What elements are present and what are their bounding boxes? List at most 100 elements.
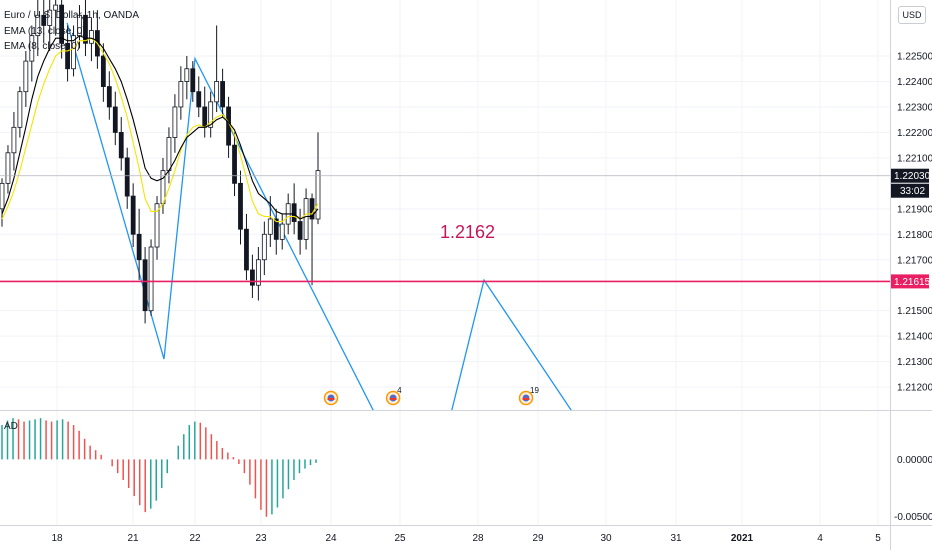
candle-body: [309, 198, 315, 220]
candle-body: [29, 35, 35, 62]
candle-body: [208, 101, 214, 128]
candle-body: [220, 81, 226, 108]
ema8-line: [1, 37, 319, 223]
candle-body: [148, 246, 154, 312]
countdown-value: 33:02: [900, 186, 925, 197]
candle-body: [279, 223, 285, 240]
candle-body: [59, 4, 65, 44]
candle-body: [244, 228, 249, 271]
candle-body: [172, 106, 178, 138]
event-marker: 19: [518, 386, 539, 406]
price-tick: 1.22300: [897, 102, 932, 113]
price-tick: 1.21300: [897, 357, 932, 368]
level-annotation: 1.2162: [440, 222, 495, 242]
candle-body: [303, 198, 309, 240]
candle-body: [232, 144, 237, 184]
ema8-label: EMA (8, close, 0): [4, 41, 81, 52]
time-tick: 4: [817, 533, 823, 544]
candle-body: [0, 182, 5, 210]
candle-body: [273, 218, 279, 240]
candle-body: [267, 218, 273, 235]
event-marker: 4: [385, 386, 402, 406]
time-tick: 29: [532, 533, 544, 544]
time-tick: 22: [189, 533, 201, 544]
candle-body: [118, 132, 124, 159]
candle-body: [291, 203, 297, 222]
currency-button[interactable]: USD: [898, 6, 926, 24]
candle-body: [184, 68, 190, 82]
candle-body: [47, 9, 53, 26]
candle-body: [255, 259, 261, 286]
candle-body: [238, 182, 243, 230]
time-tick: 2021: [731, 533, 754, 544]
time-tick: 21: [127, 533, 139, 544]
zigzag: [66, 22, 572, 410]
level-value: 1.21615: [894, 277, 931, 288]
candle-body: [23, 60, 29, 93]
price-tick: 1.21400: [897, 332, 932, 343]
candle-body: [214, 81, 220, 103]
candle-body: [71, 35, 76, 70]
candle-body: [190, 68, 196, 93]
countdown-tag: [891, 183, 929, 198]
candle-body: [166, 137, 172, 172]
event-marker: [323, 390, 339, 406]
candle-body: [202, 106, 208, 128]
candle-body: [154, 203, 160, 248]
flag-icon-stripe: [389, 398, 397, 400]
candle-body: [261, 233, 267, 261]
candle-body: [5, 152, 11, 184]
candle-body: [136, 233, 142, 261]
candle-body: [100, 55, 106, 87]
price-tick: 1.21500: [897, 306, 932, 317]
candle-body: [130, 195, 136, 235]
time-tick: 24: [325, 533, 337, 544]
ema13-line: [1, 35, 319, 220]
candle-body: [53, 4, 59, 11]
price-tick: 1.21900: [897, 204, 932, 215]
candle-body: [297, 221, 303, 240]
emas: [1, 35, 319, 223]
time-tick: 5: [875, 533, 881, 544]
event-markers: 4 19: [323, 386, 539, 406]
candle-body: [178, 81, 184, 108]
time-tick: 30: [600, 533, 612, 544]
candle-body: [124, 157, 130, 197]
candle-body: [65, 42, 70, 70]
candle-body: [89, 30, 94, 44]
ad-tick: -0.00500: [894, 512, 932, 523]
candle-body: [196, 91, 202, 108]
time-tick: 18: [51, 533, 63, 544]
candle-body: [112, 106, 118, 133]
time-tick: 31: [670, 533, 682, 544]
candle-body: [315, 170, 321, 220]
price-tick: 1.22100: [897, 153, 932, 164]
last-price-tag: [891, 168, 929, 183]
time-tick: 28: [472, 533, 484, 544]
last-price-value: 1.22030: [894, 171, 931, 182]
price-tick: 1.21800: [897, 230, 932, 241]
candle-body: [83, 14, 88, 44]
candle-body: [11, 126, 17, 154]
time-axis: 18 21 22 23 24 25 28 29 30 31 2021 4 5: [51, 533, 881, 544]
ad-tick: 0.00000: [897, 455, 932, 466]
symbol-title: Euro / U.S. Dollar, 1h, OANDA: [4, 10, 140, 21]
price-tick: 1.22500: [897, 52, 932, 63]
ema13-label: EMA (13, close, 0): [4, 26, 86, 37]
level-line: [0, 175, 890, 283]
time-tick: 23: [255, 533, 267, 544]
price-axis: 1.22500 1.22400 1.22300 1.22200 1.22100 1.219…: [891, 52, 932, 523]
price-tick: 1.21200: [897, 383, 932, 394]
candle-body: [17, 91, 23, 128]
candle-body: [35, 14, 41, 37]
flag-icon-stripe: [522, 398, 530, 400]
price-tick: 1.21700: [897, 255, 932, 266]
event-count: 4: [397, 386, 402, 395]
candle-body: [142, 259, 148, 312]
level-tag: [891, 274, 929, 289]
price-tick: 1.22200: [897, 128, 932, 139]
flag-icon-stripe: [327, 398, 335, 400]
zigzag-line: [66, 22, 572, 410]
